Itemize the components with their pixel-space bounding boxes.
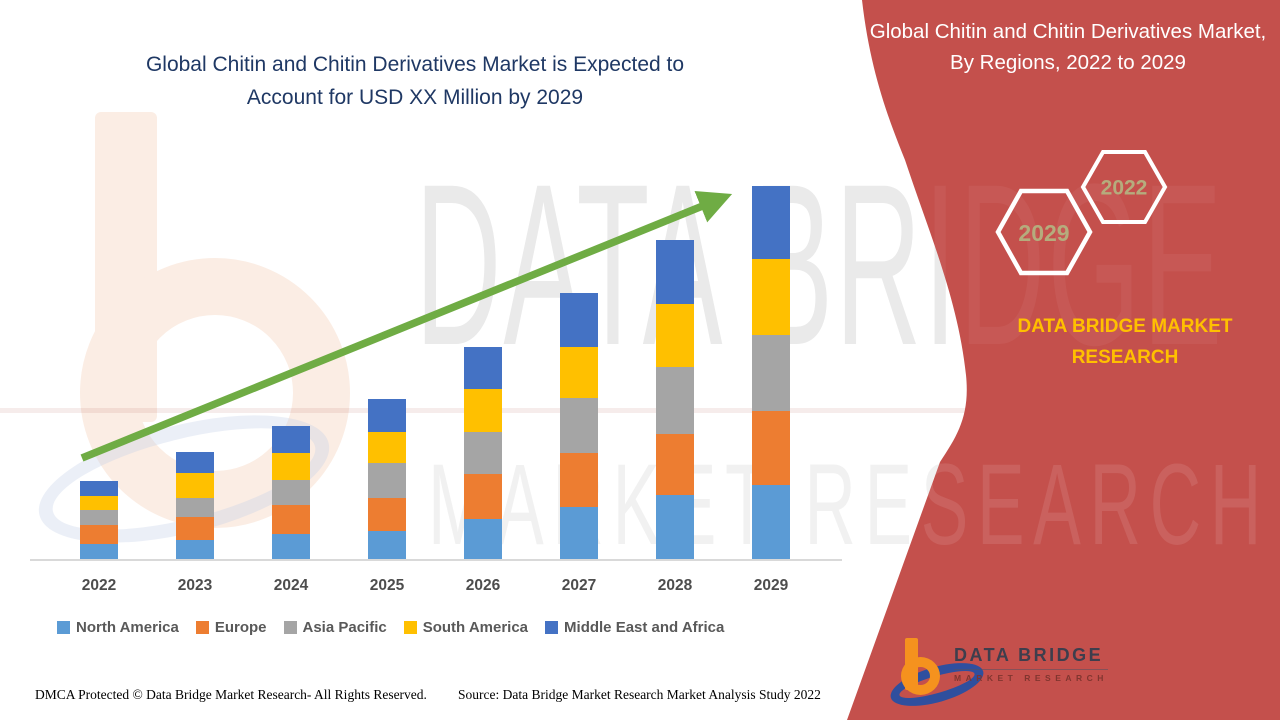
legend-item-asia-pacific: Asia Pacific — [283, 619, 387, 636]
x-tick-2022: 2022 — [81, 577, 117, 594]
bar-segment-2022-asia-pacific — [80, 510, 118, 525]
bar-segment-2025-middle-east-and-africa — [368, 399, 406, 432]
bar-segment-2023-europe — [176, 517, 214, 540]
bar-segment-2027-north-america — [560, 507, 598, 560]
legend-swatch-europe — [195, 621, 209, 634]
bar-2024 — [272, 426, 310, 560]
bar-segment-2026-north-america — [464, 519, 502, 560]
bar-segment-2024-europe — [272, 505, 310, 534]
side-panel-title: Global Chitin and Chitin Derivatives Mar… — [869, 20, 1267, 74]
x-tick-2027: 2027 — [561, 577, 597, 594]
bar-segment-2022-south-america — [80, 496, 118, 510]
chart-title-line2: Account for USD XX Million by 2029 — [246, 86, 584, 110]
legend-swatch-south-america — [403, 621, 417, 634]
bar-segment-2026-europe — [464, 474, 502, 519]
chart-title-line1: Global Chitin and Chitin Derivatives Mar… — [145, 53, 685, 76]
bar-segment-2029-south-america — [752, 259, 790, 335]
hexagon-2022-label: 2022 — [1101, 177, 1148, 200]
x-tick-2029: 2029 — [753, 577, 789, 594]
legend-label-europe: Europe — [214, 619, 267, 636]
logo-subtitle: MARKET RESEARCH — [954, 673, 1108, 683]
chart-legend: North America Europe Asia Pacific South Ame… — [57, 619, 724, 636]
bar-segment-2028-south-america — [656, 304, 694, 367]
legend-label-middle-east-and-africa: Middle East and Africa — [564, 619, 725, 636]
bar-segment-2023-middle-east-and-africa — [176, 452, 214, 473]
bar-segment-2029-north-america — [752, 485, 790, 560]
hexagon-2029-label: 2029 — [1018, 220, 1069, 246]
bar-2022 — [80, 481, 118, 560]
hexagon-2029 — [995, 188, 1093, 276]
legend-label-south-america: South America — [422, 619, 529, 636]
x-tick-2025: 2025 — [369, 577, 405, 594]
bar-segment-2025-asia-pacific — [368, 463, 406, 498]
x-tick-2023: 2023 — [177, 577, 213, 594]
bar-segment-2027-asia-pacific — [560, 398, 598, 453]
bar-segment-2029-asia-pacific — [752, 335, 790, 411]
legend-swatch-asia-pacific — [283, 621, 297, 634]
legend-label-asia-pacific: Asia Pacific — [302, 619, 387, 636]
hexagon-2022 — [1080, 150, 1168, 224]
bar-segment-2022-middle-east-and-africa — [80, 481, 118, 496]
bar-segment-2028-north-america — [656, 495, 694, 560]
bar-segment-2028-europe — [656, 434, 694, 495]
legend-item-south-america: South America — [403, 619, 529, 636]
legend-item-europe: Europe — [195, 619, 267, 636]
legend-label-north-america: North America — [76, 619, 179, 636]
bar-segment-2026-asia-pacific — [464, 432, 502, 474]
chart-title: Global Chitin and Chitin Derivatives Mar… — [65, 48, 765, 114]
bar-segment-2025-north-america — [368, 531, 406, 560]
bar-2028 — [656, 240, 694, 560]
bar-segment-2023-north-america — [176, 540, 214, 560]
bar-segment-2027-middle-east-and-africa — [560, 293, 598, 347]
bar-segment-2024-south-america — [272, 453, 310, 480]
bar-2026 — [464, 347, 502, 560]
bar-segment-2029-middle-east-and-africa — [752, 186, 790, 259]
legend-swatch-middle-east-and-africa — [545, 621, 559, 634]
bar-segment-2024-asia-pacific — [272, 480, 310, 505]
bar-segment-2027-europe — [560, 453, 598, 507]
bar-segment-2028-middle-east-and-africa — [656, 240, 694, 304]
copyright-text: DMCA Protected © Data Bridge Market Rese… — [35, 687, 427, 702]
bar-2027 — [560, 293, 598, 560]
x-axis-line — [30, 559, 842, 561]
logo-b-stem-icon — [905, 638, 918, 690]
bar-segment-2026-middle-east-and-africa — [464, 347, 502, 389]
brand-name-text: DATA BRIDGE MARKET RESEARCH — [1017, 316, 1233, 369]
bar-segment-2023-asia-pacific — [176, 498, 214, 517]
bar-2029 — [752, 186, 790, 560]
bar-segment-2024-middle-east-and-africa — [272, 426, 310, 453]
bar-segment-2025-south-america — [368, 432, 406, 463]
bar-segment-2028-asia-pacific — [656, 367, 694, 434]
bar-segment-2024-north-america — [272, 534, 310, 560]
bar-segment-2023-south-america — [176, 473, 214, 498]
legend-swatch-north-america — [57, 621, 70, 634]
bar-segment-2022-north-america — [80, 544, 118, 560]
legend-item-middle-east-and-africa: Middle East and Africa — [545, 619, 724, 636]
bar-2023 — [176, 452, 214, 560]
x-tick-2026: 2026 — [465, 577, 501, 594]
dbmr-logo: DATA BRIDGE MARKET RESEARCH — [886, 630, 1118, 715]
bar-segment-2025-europe — [368, 498, 406, 531]
bar-segment-2029-europe — [752, 411, 790, 485]
logo-text: DATA BRIDGE MARKET RESEARCH — [954, 645, 1108, 683]
source-text: Source: Data Bridge Market Research Mark… — [458, 687, 821, 702]
bar-segment-2026-south-america — [464, 389, 502, 432]
legend-item-north-america: North America — [57, 619, 179, 636]
bar-2025 — [368, 399, 406, 560]
background-stripe — [0, 408, 1280, 413]
x-tick-2028: 2028 — [657, 577, 693, 594]
bar-segment-2027-south-america — [560, 347, 598, 398]
logo-title: DATA BRIDGE — [954, 645, 1108, 670]
x-tick-2024: 2024 — [273, 577, 309, 594]
bar-segment-2022-europe — [80, 525, 118, 544]
